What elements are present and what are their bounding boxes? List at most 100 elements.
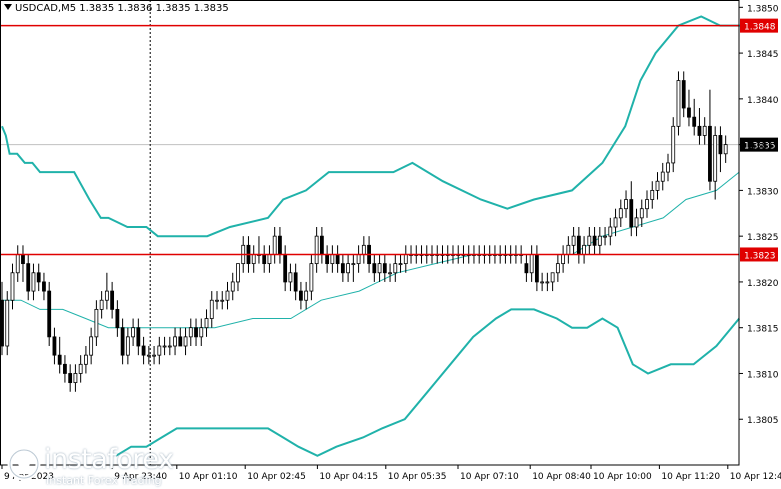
candle bbox=[220, 291, 225, 310]
candle bbox=[21, 245, 25, 282]
candle bbox=[31, 263, 36, 301]
candle bbox=[110, 281, 115, 319]
candle-body bbox=[618, 208, 623, 219]
candle-body bbox=[146, 354, 151, 357]
candle bbox=[377, 254, 382, 282]
candle bbox=[299, 281, 303, 310]
candle bbox=[36, 263, 41, 292]
candle-body bbox=[78, 363, 83, 374]
candle-body bbox=[613, 217, 618, 228]
candle bbox=[388, 263, 392, 282]
y-tick-label: 1.3810 bbox=[747, 370, 779, 380]
candle bbox=[561, 245, 566, 273]
candle-body bbox=[529, 254, 534, 274]
candle-body bbox=[57, 354, 62, 365]
candle bbox=[534, 245, 539, 292]
level-label-box bbox=[740, 18, 778, 33]
y-tick-label: 1.3845 bbox=[747, 50, 779, 60]
candle-body bbox=[340, 263, 345, 274]
candle-body bbox=[702, 125, 707, 136]
logo-mark-icon bbox=[7, 447, 41, 481]
candle bbox=[283, 245, 288, 292]
candle-body bbox=[571, 235, 576, 246]
candle bbox=[188, 318, 193, 347]
x-tick-label: 9 Apr 23:40 bbox=[114, 472, 167, 482]
candle bbox=[718, 126, 723, 173]
candle-body bbox=[540, 281, 545, 284]
candle bbox=[713, 126, 718, 200]
candle bbox=[26, 254, 31, 301]
candle-body bbox=[325, 254, 330, 265]
candle bbox=[47, 281, 52, 347]
candle bbox=[152, 346, 156, 365]
candle bbox=[314, 227, 319, 273]
bollinger-bands bbox=[1, 15, 747, 457]
price-levels: 1.3848 1.3823 1.3835 bbox=[0, 18, 778, 262]
y-tick-label: 1.3805 bbox=[747, 416, 779, 426]
candle-body bbox=[236, 263, 240, 283]
candle bbox=[629, 181, 634, 237]
candle-body bbox=[692, 116, 697, 127]
candle-body bbox=[209, 299, 214, 319]
candle bbox=[272, 227, 277, 264]
candle-body bbox=[660, 171, 665, 182]
candle-body bbox=[676, 80, 681, 127]
candle-body bbox=[671, 125, 676, 164]
candle bbox=[687, 89, 691, 127]
candle-body bbox=[188, 327, 193, 338]
candle-body bbox=[262, 254, 267, 265]
candle-body bbox=[110, 290, 115, 310]
candle-body bbox=[152, 354, 156, 357]
candle-body bbox=[215, 299, 219, 302]
bollinger-lower-line bbox=[115, 308, 740, 457]
candle bbox=[634, 208, 639, 237]
candle bbox=[173, 327, 177, 356]
candle-body bbox=[645, 199, 649, 210]
y-tick-label: 1.3815 bbox=[747, 325, 779, 335]
candle bbox=[697, 108, 702, 145]
candle-body bbox=[723, 144, 728, 155]
candle-body bbox=[592, 235, 597, 246]
candle-body bbox=[650, 189, 655, 200]
candle bbox=[639, 199, 644, 228]
candle bbox=[230, 272, 235, 301]
candle-body bbox=[576, 235, 581, 255]
candle-body bbox=[687, 107, 691, 118]
x-tick-label: 10 Apr 12:40 bbox=[730, 472, 781, 482]
candle-body bbox=[15, 254, 20, 274]
candle bbox=[68, 364, 73, 392]
collapse-triangle-icon[interactable] bbox=[4, 4, 12, 10]
candle-body bbox=[545, 281, 550, 284]
candle bbox=[524, 254, 529, 282]
candle-body bbox=[204, 318, 209, 329]
candle bbox=[199, 318, 204, 347]
candle-body bbox=[267, 254, 272, 265]
candle bbox=[209, 291, 214, 328]
candle bbox=[288, 263, 293, 292]
candle-body bbox=[52, 336, 57, 356]
candle-body bbox=[120, 327, 125, 356]
candle-body bbox=[68, 373, 73, 384]
candle bbox=[194, 318, 198, 347]
candle bbox=[10, 263, 15, 310]
candle bbox=[597, 227, 602, 255]
candle-body bbox=[21, 254, 25, 265]
candle-body bbox=[330, 254, 335, 265]
candle bbox=[372, 254, 377, 282]
candle bbox=[346, 254, 351, 282]
candle-body bbox=[524, 263, 529, 274]
candle-body bbox=[356, 254, 361, 265]
candle bbox=[15, 245, 20, 282]
candle bbox=[681, 71, 686, 118]
y-tick-label: 1.3850 bbox=[747, 4, 779, 14]
candle bbox=[42, 272, 46, 301]
candle-body bbox=[293, 272, 298, 292]
candle-body bbox=[372, 263, 377, 274]
instaforex-logo: instaforex Instant Forex Trading bbox=[6, 444, 196, 488]
candle-body bbox=[697, 125, 702, 136]
x-tick-label: 10 Apr 08:40 bbox=[532, 472, 591, 482]
candle-body bbox=[639, 208, 644, 219]
candle bbox=[120, 318, 125, 365]
candle bbox=[671, 117, 676, 173]
